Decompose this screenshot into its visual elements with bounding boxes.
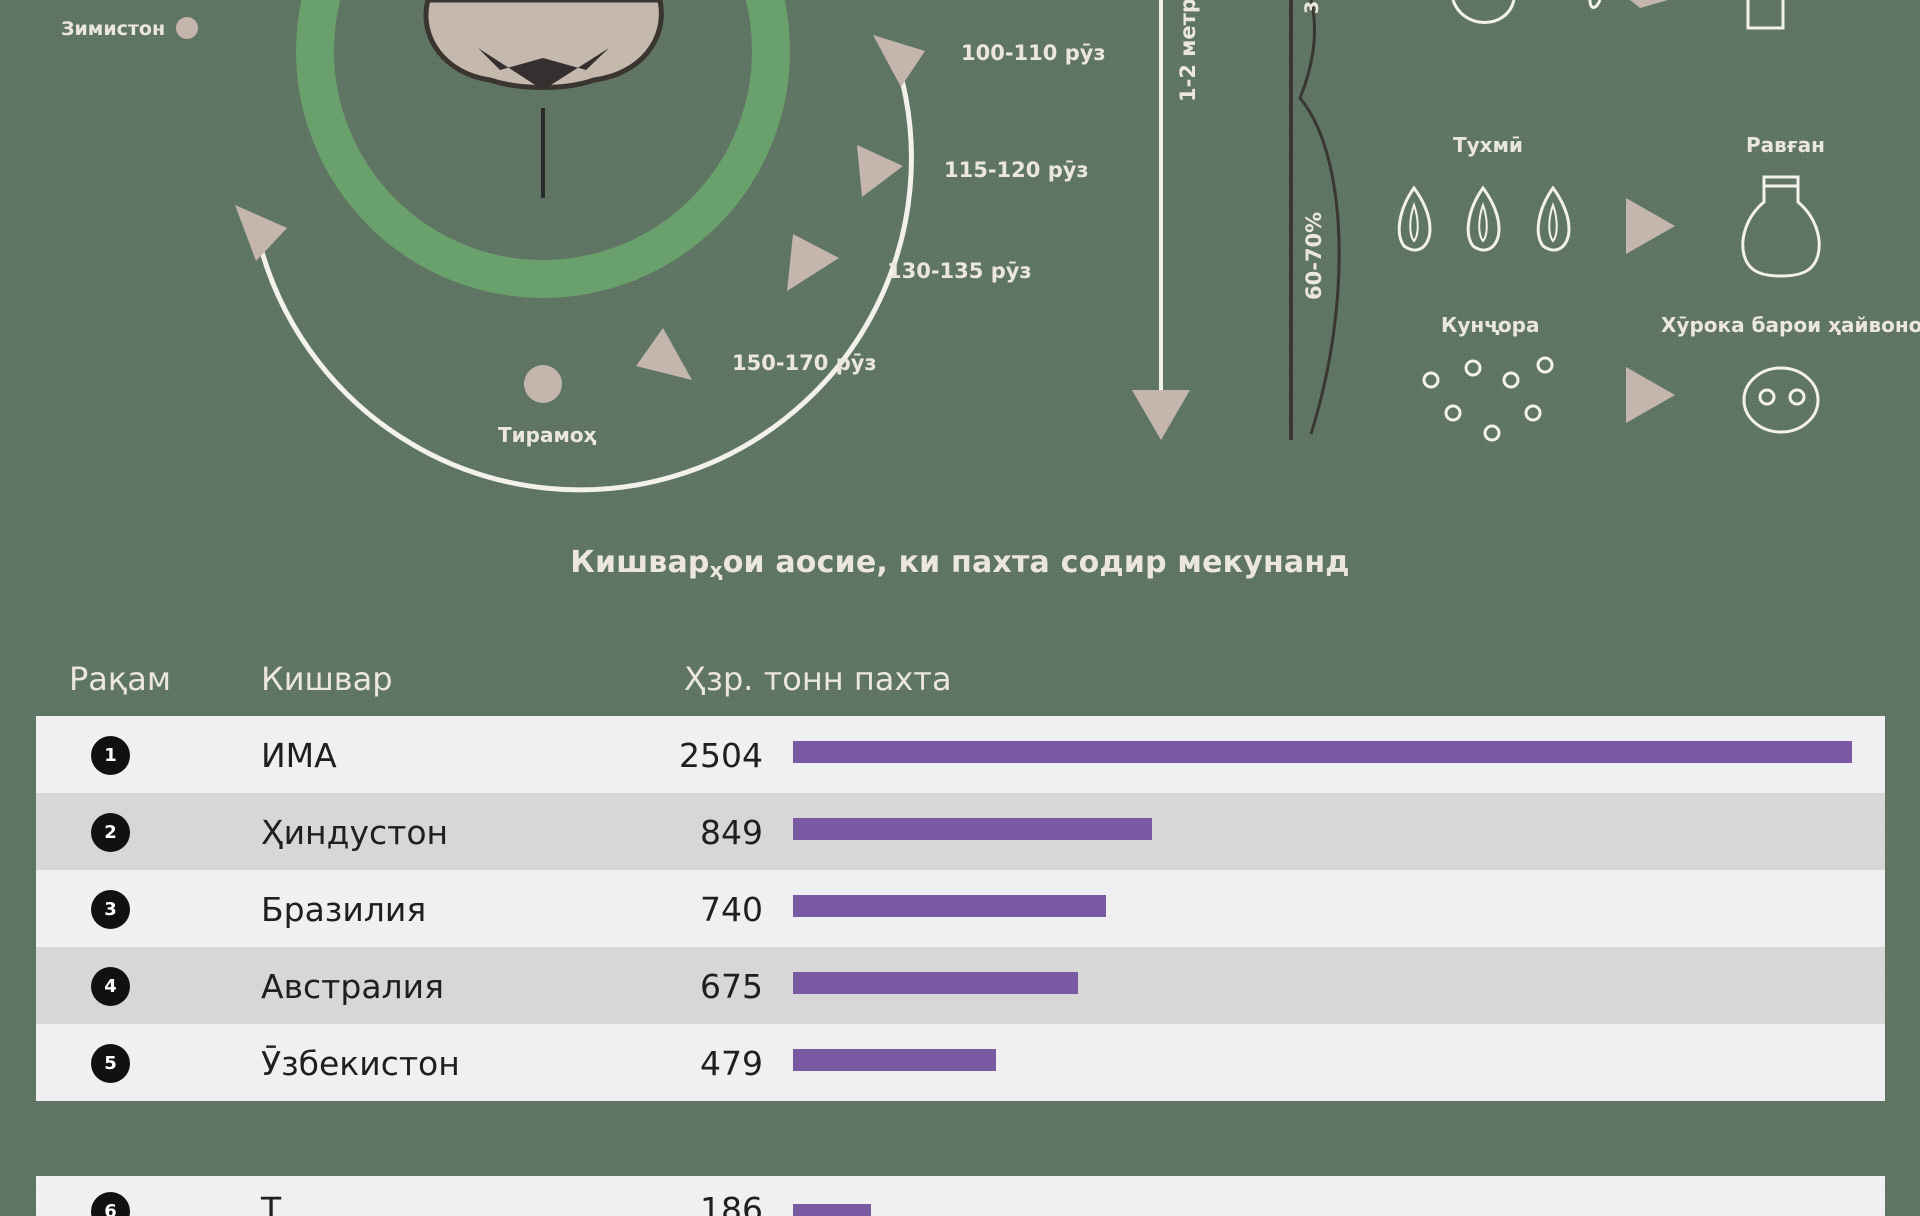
bar-fill-preview bbox=[793, 1204, 871, 1216]
cotton-cycle-diagram: Зимистон Тирамоҳ 100-110 рӯз 115-120 рӯз… bbox=[61, 0, 1106, 493]
country-name: Бразилия bbox=[261, 890, 427, 929]
rank-badge: 6 bbox=[91, 1192, 130, 1216]
seed-inner-icon bbox=[1409, 202, 1419, 243]
bar-fill-row-2 bbox=[793, 818, 1153, 840]
next-table-preview: 6 Т... 186 bbox=[36, 1176, 1885, 1216]
autumn-label: Тирамоҳ bbox=[498, 423, 597, 447]
seed-inner-icon bbox=[1478, 202, 1488, 243]
top-partial-icon bbox=[1588, 0, 1602, 9]
share-bracket bbox=[1298, 0, 1341, 435]
stage-label-2: 115-120 рӯз bbox=[944, 158, 1089, 182]
value-label: 675 bbox=[700, 967, 763, 1006]
country-name: Австралия bbox=[261, 967, 444, 1006]
top-share-label: 30 bbox=[1301, 0, 1323, 14]
bar-fill-row-5 bbox=[793, 1049, 996, 1071]
animal-feed-eye-icon bbox=[1788, 388, 1806, 406]
country-name: Ӯзбекистон bbox=[261, 1044, 460, 1083]
bar-fill-row-4 bbox=[793, 972, 1079, 994]
plant-height-diagram: 1-2 метр 30 60-70% bbox=[1132, 0, 1341, 440]
meal-dot-icon bbox=[1524, 404, 1542, 422]
table-row: 1 ИМА 2504 bbox=[36, 716, 1885, 793]
top-arrow-icon bbox=[1630, 0, 1668, 8]
cycle-arc bbox=[259, 64, 914, 493]
rank-badge: 4 bbox=[91, 967, 130, 1006]
feed-label: Хӯрока барои ҳайвонот bbox=[1661, 313, 1920, 337]
meal-label: Кунҷора bbox=[1441, 313, 1540, 337]
value-label: 186 bbox=[700, 1190, 763, 1216]
stage-label-1: 100-110 рӯз bbox=[961, 41, 1106, 65]
seed-inner-icon bbox=[1548, 202, 1558, 243]
oil-label: Равған bbox=[1746, 133, 1825, 157]
autumn-dot bbox=[524, 365, 562, 403]
stage-label-3: 130-135 рӯз bbox=[887, 259, 1032, 283]
animal-feed-icon bbox=[1742, 366, 1820, 434]
rank-badge: 2 bbox=[91, 813, 130, 852]
stage-arrow-icon bbox=[787, 234, 839, 291]
winter-label: Зимистон bbox=[61, 18, 165, 40]
rank-badge: 5 bbox=[91, 1044, 130, 1083]
table-row-preview: 6 Т... 186 bbox=[36, 1176, 1885, 1216]
seed-label: Тухмӣ bbox=[1453, 133, 1523, 157]
main-share-label: 60-70% bbox=[1302, 212, 1326, 300]
growth-ring bbox=[296, 0, 790, 298]
section-title-prefix: Кишвар bbox=[570, 545, 710, 580]
seed-icon bbox=[1397, 185, 1432, 252]
value-header: Ҳзр. тонн пахта bbox=[684, 660, 952, 698]
stage-arrow-icon bbox=[857, 145, 903, 197]
cotton-leaves-icon bbox=[478, 48, 609, 90]
meal-dot-icon bbox=[1422, 371, 1440, 389]
bar-track bbox=[793, 818, 1852, 840]
stage-label-4: 150-170 рӯз bbox=[732, 351, 877, 375]
stage-arrow-icon bbox=[235, 205, 287, 261]
top-partial-icon bbox=[1451, 0, 1516, 24]
country-header: Кишвар bbox=[261, 660, 393, 698]
bar-track bbox=[793, 1049, 1852, 1071]
section-title: Кишварҳои аосие, ки пахта содир мекунанд bbox=[0, 545, 1920, 582]
height-label: 1-2 метр bbox=[1176, 0, 1200, 102]
rank-header: Рақам bbox=[69, 660, 171, 698]
bar-fill-row-3 bbox=[793, 895, 1106, 917]
winter-dot bbox=[176, 17, 198, 39]
value-label: 849 bbox=[700, 813, 763, 852]
meal-dot-icon bbox=[1464, 359, 1482, 377]
bar-fill-row-1 bbox=[793, 741, 1852, 763]
seed-to-oil-arrow-icon bbox=[1626, 198, 1675, 254]
country-name: Ҳиндустон bbox=[261, 813, 449, 852]
cotton-boll-icon bbox=[423, 0, 664, 90]
bar-track bbox=[793, 895, 1852, 917]
country-name: Т... bbox=[261, 1190, 313, 1216]
rank-badge: 1 bbox=[91, 736, 130, 775]
meal-dot-icon bbox=[1483, 424, 1501, 442]
table-row: 4 Австралия 675 bbox=[36, 947, 1885, 1024]
stage-arrow-icon bbox=[636, 328, 692, 380]
seed-icon bbox=[1536, 185, 1571, 252]
value-label: 740 bbox=[700, 890, 763, 929]
section-title-suffix: ои аосие, ки пахта содир мекунанд bbox=[722, 545, 1350, 580]
bar-track bbox=[793, 741, 1852, 763]
table-row: 5 Ӯзбекистон 479 bbox=[36, 1024, 1885, 1101]
table-row: 3 Бразилия 740 bbox=[36, 870, 1885, 947]
rank-badge: 3 bbox=[91, 890, 130, 929]
value-label: 2504 bbox=[679, 736, 763, 775]
bar-track bbox=[793, 972, 1852, 994]
meal-dot-icon bbox=[1502, 371, 1520, 389]
meal-dot-icon bbox=[1536, 356, 1554, 374]
exporters-table: 1 ИМА 2504 2 Ҳиндустон 849 3 Бразилия 74… bbox=[36, 716, 1885, 1101]
table-row: 2 Ҳиндустон 849 bbox=[36, 793, 1885, 870]
meal-to-feed-arrow-icon bbox=[1626, 367, 1675, 423]
section-title-sub: ҳ bbox=[709, 558, 723, 582]
cotton-infographic-top: Зимистон Тирамоҳ 100-110 рӯз 115-120 рӯз… bbox=[61, 0, 1920, 493]
animal-feed-eye-icon bbox=[1758, 388, 1776, 406]
top-box-icon bbox=[1746, 0, 1785, 30]
cotton-uses-diagram: Тухмӣ Равған Кунҷора Хӯрока барои ҳайвон… bbox=[1397, 0, 1920, 442]
seed-icon bbox=[1466, 185, 1501, 252]
down-arrow-icon bbox=[1132, 390, 1190, 440]
stage-arrow-icon bbox=[873, 35, 925, 87]
table-header: Рақам Кишвар Ҳзр. тонн пахта bbox=[0, 660, 1920, 700]
value-label: 479 bbox=[700, 1044, 763, 1083]
country-name: ИМА bbox=[261, 736, 337, 775]
meal-dot-icon bbox=[1444, 404, 1462, 422]
oil-bottle-icon bbox=[1741, 175, 1821, 278]
